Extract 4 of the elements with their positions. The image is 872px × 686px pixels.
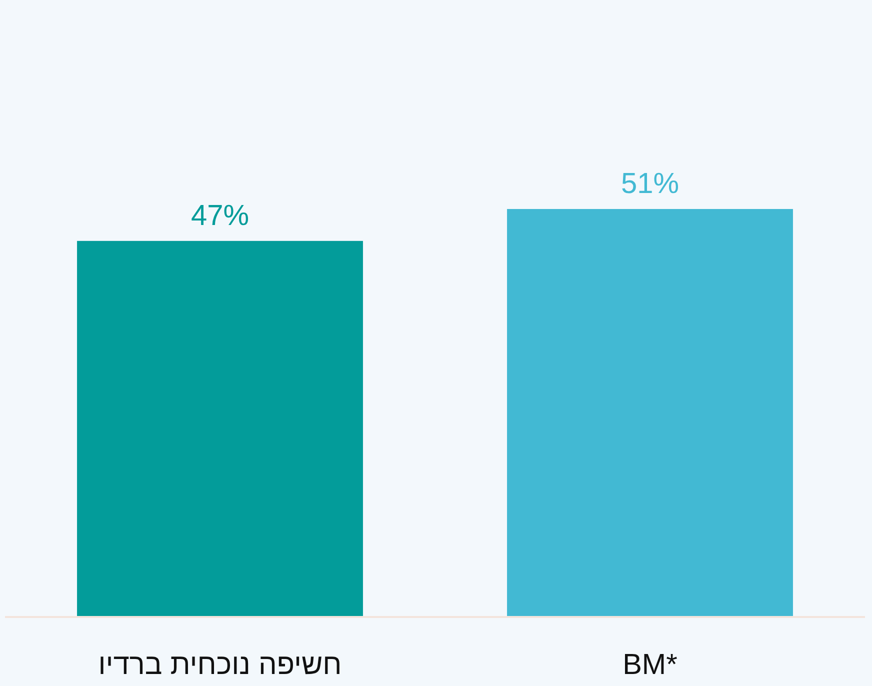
x-tick-label: BM* [622, 649, 678, 681]
data-label: 51% [620, 168, 680, 200]
data-label: 47% [190, 200, 250, 232]
x-tick-label: חשיפה נוכחית ברדיו [98, 649, 342, 681]
